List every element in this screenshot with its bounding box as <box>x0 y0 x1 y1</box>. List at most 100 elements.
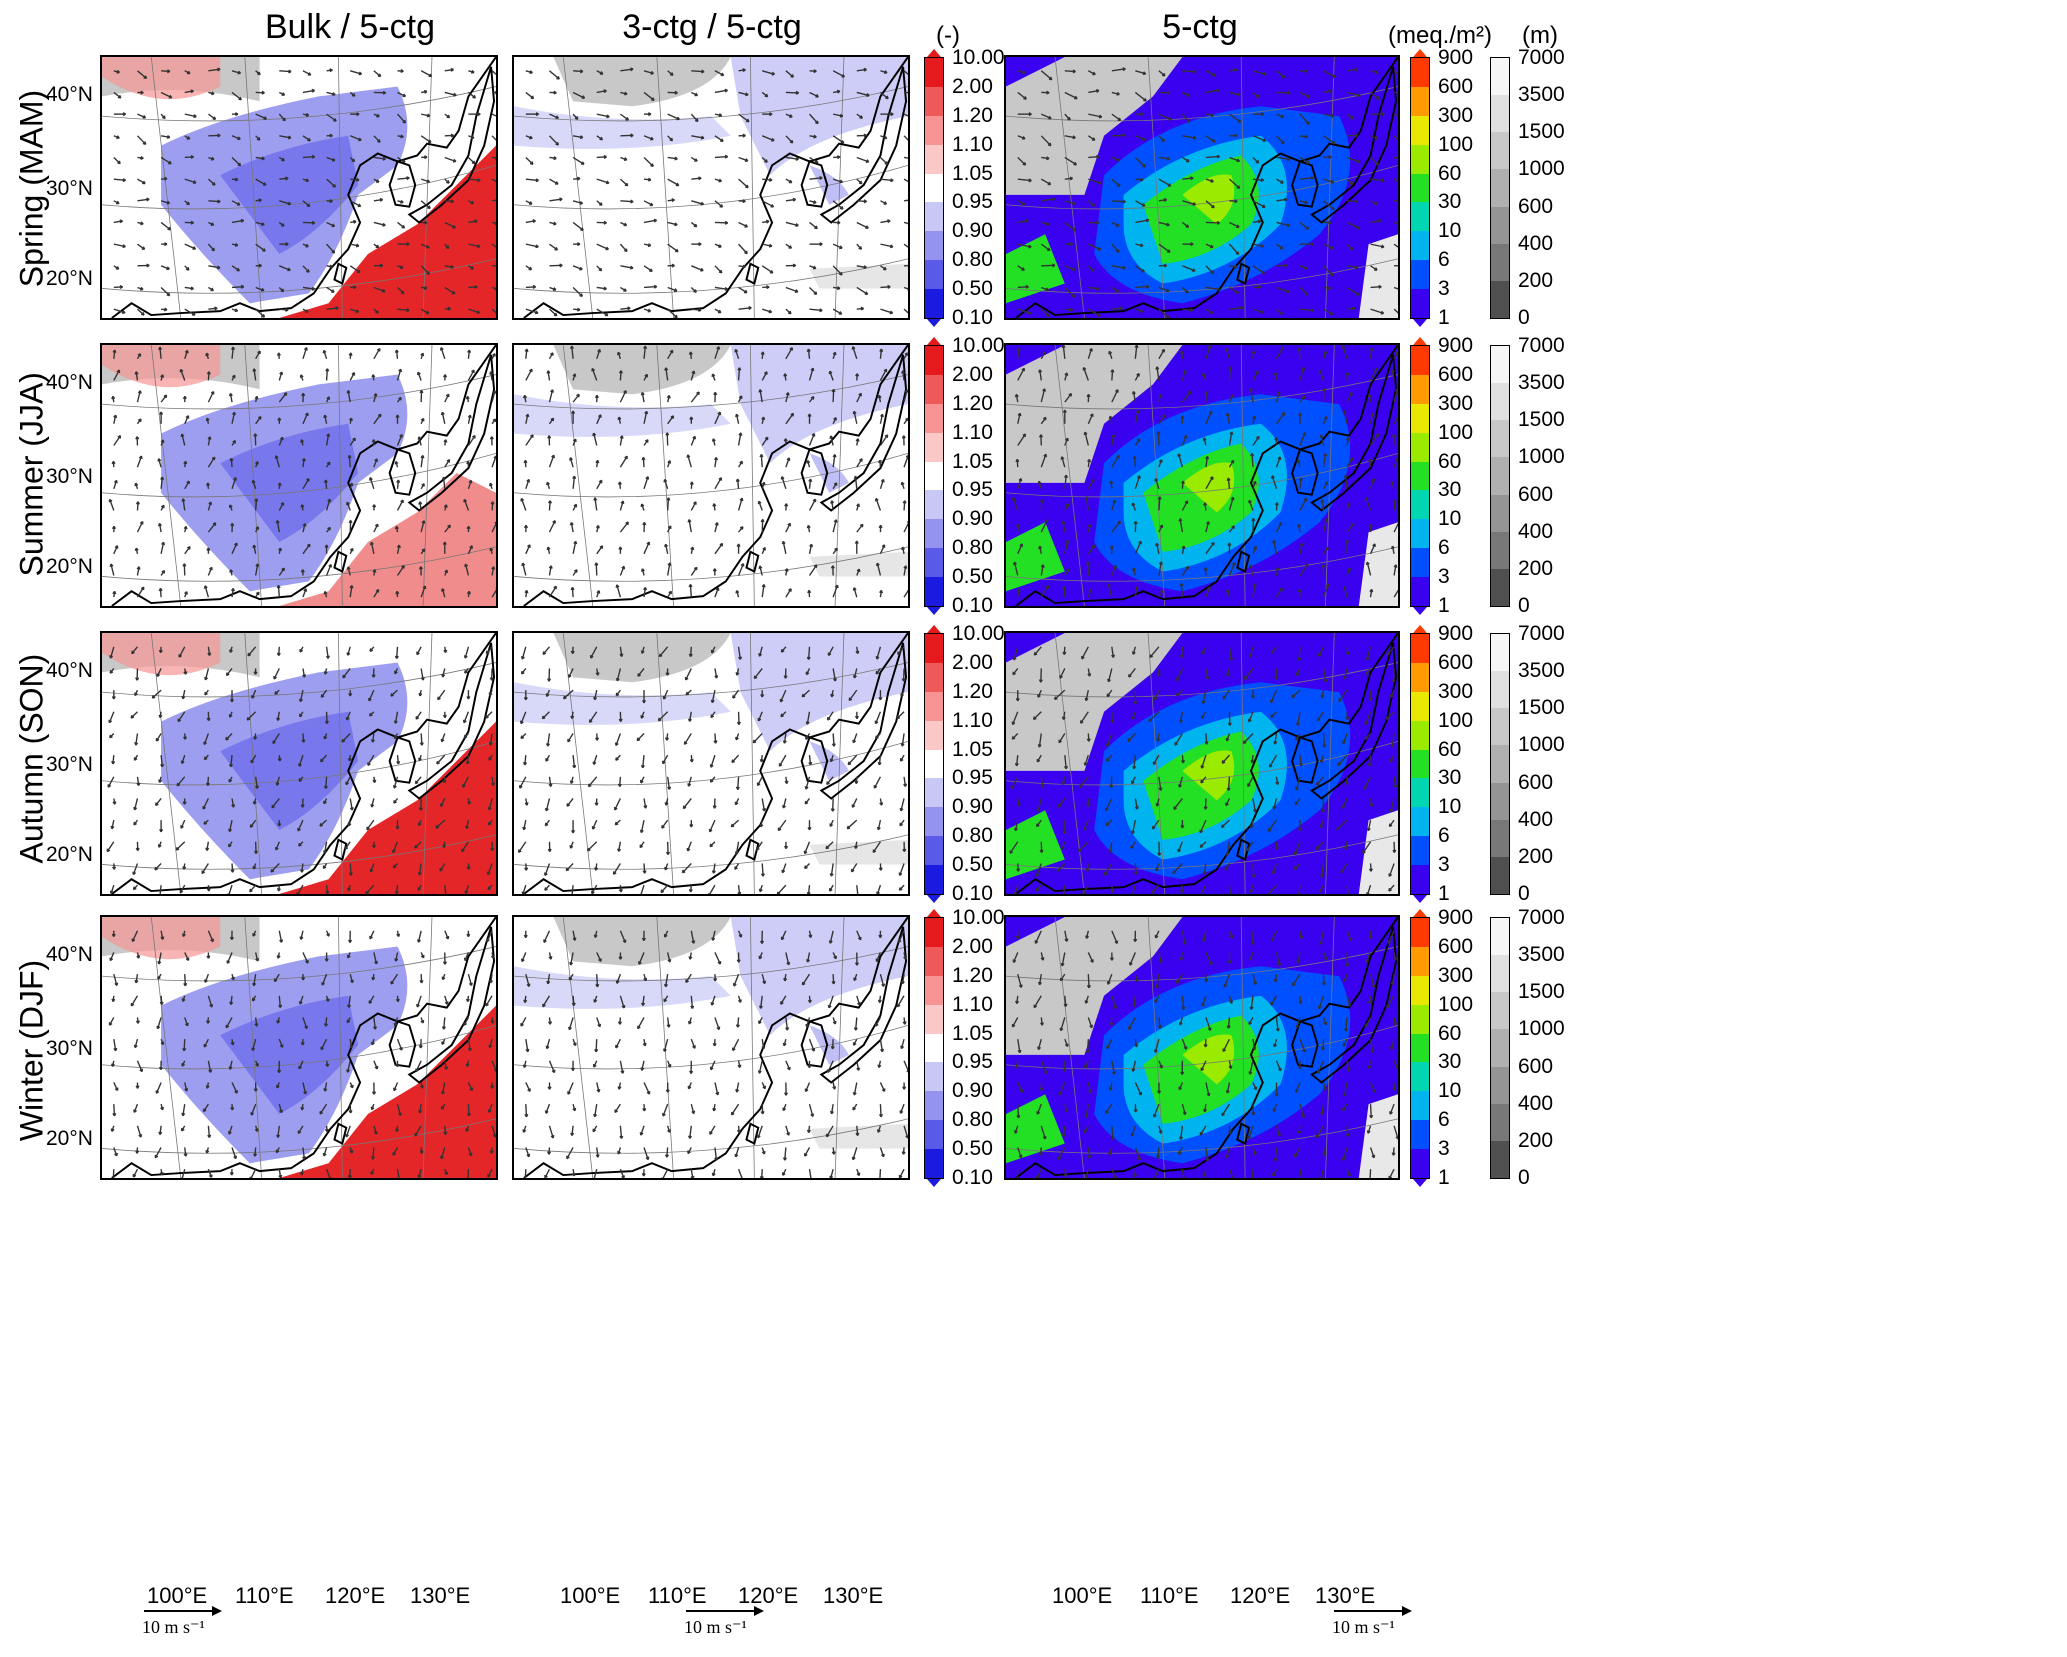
deposition-colorbar <box>1410 345 1430 607</box>
colorbar-segment <box>925 946 943 976</box>
colorbar-segment <box>1491 58 1509 96</box>
colorbar-segment <box>1491 531 1509 569</box>
colorbar-segment <box>925 519 943 549</box>
colorbar-tick-label: 1000 <box>1518 733 1565 757</box>
colorbar-segment <box>1491 1066 1509 1104</box>
colorbar-segment <box>1411 946 1429 976</box>
colorbar-extend-down-icon <box>1413 1179 1427 1187</box>
lat-label: 40°N <box>46 83 93 106</box>
colorbar-tick-label: 1000 <box>1518 157 1565 181</box>
colorbar-extend-down-icon <box>1413 607 1427 615</box>
colorbar-segment <box>1411 778 1429 808</box>
colorbar-segment <box>925 1004 943 1034</box>
colorbar-tick-label: 0 <box>1518 882 1530 905</box>
lon-label-130e-c3: 130°E <box>1315 1583 1376 1608</box>
colorbar-tick-label: 0.50 <box>952 565 993 589</box>
lon-label-110e-c2: 110°E <box>648 1583 707 1608</box>
colorbar-segment <box>1491 568 1509 606</box>
colorbar-segment <box>1411 807 1429 837</box>
ratio-colorbar <box>924 345 944 607</box>
colorbar-tick-label: 1.10 <box>952 708 993 732</box>
colorbar-extend-down-icon <box>927 895 941 903</box>
colorbar-segment <box>1411 975 1429 1005</box>
row-label-winter: Winter (DJF) <box>13 959 50 1142</box>
colorbar-tick-label: 3500 <box>1518 371 1565 395</box>
map-canvas <box>102 917 496 1178</box>
deposition-colorbar <box>1410 57 1430 319</box>
colorbar-segment <box>925 461 943 491</box>
colorbar-segment <box>1411 1033 1429 1063</box>
map-panel-spring-bulk <box>100 55 498 320</box>
colorbar-segment <box>925 807 943 837</box>
colorbar-segment <box>1411 1004 1429 1034</box>
colorbar-tick-label: 200 <box>1518 844 1554 868</box>
colorbar-extend-up-icon <box>927 625 941 633</box>
row-label-autumn: Autumn (SON) <box>13 653 50 864</box>
colorbar-segment <box>1491 383 1509 421</box>
colorbar-segment <box>1411 691 1429 721</box>
column-title-5ctg: 5-ctg <box>1162 8 1238 46</box>
colorbar-tick-label: 2.00 <box>952 934 993 958</box>
colorbar-tick-label: 30 <box>1438 766 1462 790</box>
colorbar-tick-label: 1500 <box>1518 408 1565 432</box>
colorbar-segment <box>1411 432 1429 462</box>
colorbar-segment <box>925 490 943 520</box>
colorbar-segment <box>1491 992 1509 1030</box>
deposition-unit-label: (meq./m²) <box>1388 22 1492 49</box>
colorbar-tick-label: 6 <box>1438 824 1450 848</box>
colorbar-extend-up-icon <box>927 337 941 345</box>
colorbar-segment <box>925 202 943 232</box>
colorbar-segment <box>1491 634 1509 672</box>
colorbar-tick-label: 3500 <box>1518 943 1565 967</box>
colorbar-extend-up-icon <box>927 49 941 57</box>
elevation-unit-label: (m) <box>1522 22 1558 49</box>
lat-label: 40°N <box>46 943 93 966</box>
map-panel-summer-3ctg <box>512 343 910 608</box>
lat-label: 20°N <box>46 1127 93 1150</box>
colorbar-segment <box>925 173 943 203</box>
colorbar-segment <box>1411 1062 1429 1092</box>
colorbar-tick-label: 600 <box>1518 770 1554 794</box>
lat-label: 20°N <box>46 843 93 866</box>
map-canvas <box>102 57 496 318</box>
map-panel-autumn-bulk <box>100 631 498 896</box>
colorbar-segment <box>925 1033 943 1063</box>
map-canvas <box>1006 345 1398 606</box>
colorbar-segment <box>1411 519 1429 549</box>
colorbar-tick-label: 1.05 <box>952 737 993 761</box>
lat-label: 30°N <box>46 1037 93 1060</box>
colorbar-tick-label: 400 <box>1518 231 1554 255</box>
colorbar-segment <box>925 778 943 808</box>
colorbar-tick-label: 0 <box>1518 306 1530 329</box>
colorbar-segment <box>1411 662 1429 692</box>
colorbar-tick-label: 1.20 <box>952 103 993 127</box>
colorbar-segment <box>925 403 943 433</box>
colorbar-segment <box>925 634 943 663</box>
colorbar-tick-label: 200 <box>1518 556 1554 580</box>
colorbar-tick-label: 60 <box>1438 161 1462 185</box>
map-panel-spring-3ctg <box>512 55 910 320</box>
ratio-unit-label: (-) <box>936 22 960 49</box>
map-panel-summer-5ctg <box>1004 343 1400 608</box>
colorbar-tick-label: 1.10 <box>952 992 993 1016</box>
colorbar-tick-label: 600 <box>1518 194 1554 218</box>
colorbar-tick-label: 60 <box>1438 737 1462 761</box>
row-label-summer: Summer (JJA) <box>13 372 50 577</box>
colorbar-tick-label: 0.50 <box>952 1137 993 1161</box>
wind-scale-label: 10 m s⁻¹ <box>142 1617 205 1637</box>
colorbar-segment <box>1411 749 1429 779</box>
colorbar-segment <box>925 260 943 290</box>
row-label-spring: Spring (MAM) <box>13 89 50 288</box>
colorbar-tick-label: 100 <box>1438 132 1474 156</box>
colorbar-segment <box>1491 243 1509 281</box>
colorbar-tick-label: 1 <box>1438 594 1450 617</box>
colorbar-tick-label: 0.50 <box>952 277 993 301</box>
colorbar-segment <box>1411 490 1429 520</box>
colorbar-tick-label: 6 <box>1438 1108 1450 1132</box>
lon-label-110e-c1: 110°E <box>235 1583 294 1608</box>
colorbar-tick-label: 3 <box>1438 277 1450 301</box>
colorbar-extend-down-icon <box>927 319 941 327</box>
colorbar-tick-label: 10 <box>1438 795 1462 819</box>
wind-scale-label: 10 m s⁻¹ <box>684 1617 747 1637</box>
colorbar-extend-up-icon <box>1413 337 1427 345</box>
